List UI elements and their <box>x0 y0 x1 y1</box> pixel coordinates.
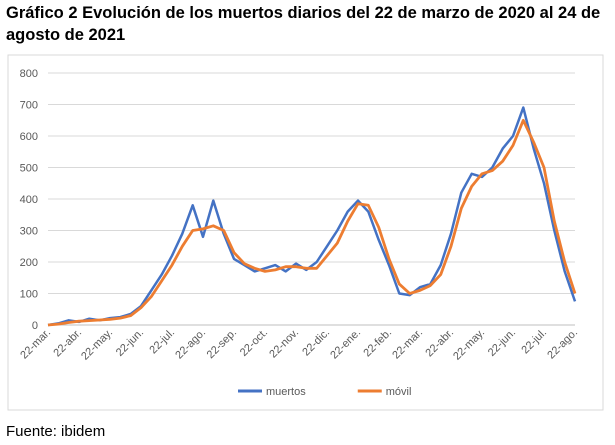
x-tick-label: 22-ene. <box>328 327 363 362</box>
x-tick-label: 22-jul. <box>519 327 549 357</box>
x-tick-label: 22-jun. <box>114 327 146 359</box>
chart-title: Gráfico 2 Evolución de los muertos diari… <box>6 4 601 44</box>
x-tick-label: 22-ago. <box>545 327 580 362</box>
y-tick-label: 600 <box>20 131 38 143</box>
series-line <box>47 106 577 327</box>
legend-label: móvil <box>386 386 412 398</box>
x-tick-label: 22-may. <box>79 327 115 363</box>
y-tick-label: 300 <box>20 226 38 238</box>
y-tick-label: 500 <box>20 163 38 175</box>
chart: 010020030040050060070080022-mar.22-abr.2… <box>7 54 604 411</box>
x-tick-label: 22-ago. <box>173 327 208 362</box>
x-tick-label: 22-jul. <box>147 327 177 357</box>
x-tick-label: 22-jun. <box>486 327 518 359</box>
y-tick-label: 0 <box>32 320 38 332</box>
y-tick-label: 200 <box>20 257 38 269</box>
source: Fuente: ibidem <box>6 423 106 440</box>
chart-border <box>7 54 604 411</box>
x-tick-label: 22-oct. <box>238 327 270 359</box>
y-tick-label: 700 <box>20 100 38 112</box>
x-tick-label: 22-sep. <box>205 327 239 361</box>
series-line <box>47 118 577 327</box>
y-tick-label: 100 <box>20 289 38 301</box>
x-tick-label: 22-nov. <box>267 327 301 361</box>
y-tick-label: 400 <box>20 194 38 206</box>
x-tick-label: 22-feb. <box>361 327 394 360</box>
x-tick-label: 22-mar. <box>390 327 425 362</box>
x-tick-label: 22-may. <box>451 327 487 363</box>
legend-label: muertos <box>266 386 306 398</box>
y-tick-label: 800 <box>20 68 38 80</box>
x-tick-label: 22-dic. <box>300 327 332 359</box>
